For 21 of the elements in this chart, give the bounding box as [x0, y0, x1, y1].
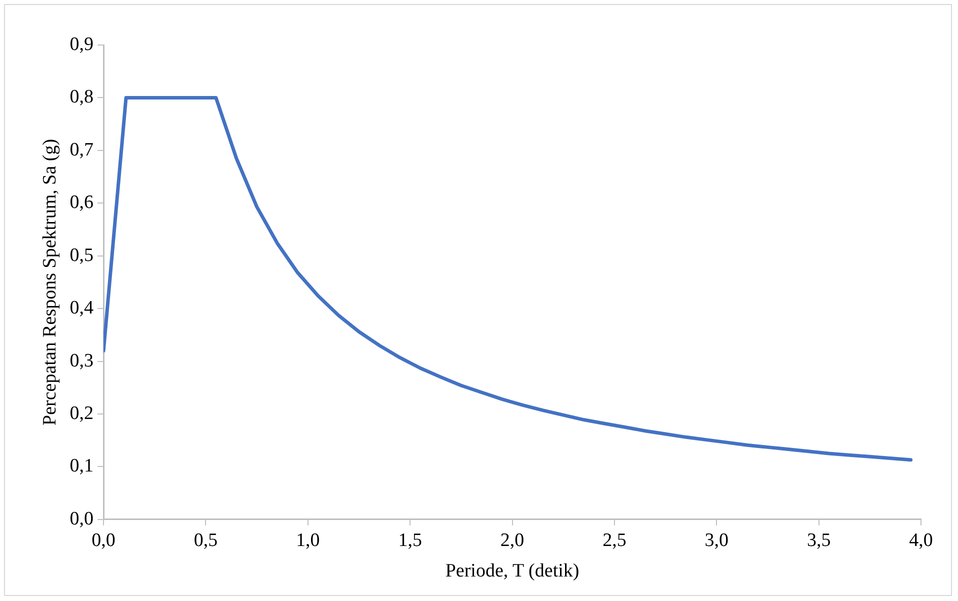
x-tick-label: 2,0 — [500, 530, 524, 551]
x-tick-label: 3,5 — [806, 530, 831, 551]
x-tick-label: 4,0 — [909, 530, 933, 551]
x-tick-label: 1,0 — [296, 530, 320, 551]
y-tick-label: 0,3 — [70, 350, 94, 372]
y-tick-label: 0,7 — [70, 139, 94, 160]
y-axis-title: Percepatan Respons Spektrum, Sa (g) — [39, 138, 60, 426]
x-tick-label: 2,5 — [602, 530, 626, 551]
y-tick-label: 0,0 — [70, 508, 94, 530]
x-tick-label: 0,5 — [194, 530, 218, 551]
y-tick-label: 0,8 — [70, 86, 94, 108]
x-tick-label: 1,5 — [398, 530, 422, 551]
y-tick-label: 0,9 — [70, 34, 94, 55]
y-tick-label: 0,4 — [70, 298, 94, 319]
y-tick-label: 0,1 — [70, 456, 94, 477]
y-tick-label: 0,6 — [70, 192, 94, 214]
x-tick-label: 3,0 — [704, 530, 729, 551]
x-axis-title: Periode, T (detik) — [445, 560, 580, 582]
y-tick-label: 0,2 — [70, 402, 94, 424]
y-tick-label: 0,5 — [70, 244, 94, 266]
x-tick-label: 0,0 — [92, 530, 116, 551]
